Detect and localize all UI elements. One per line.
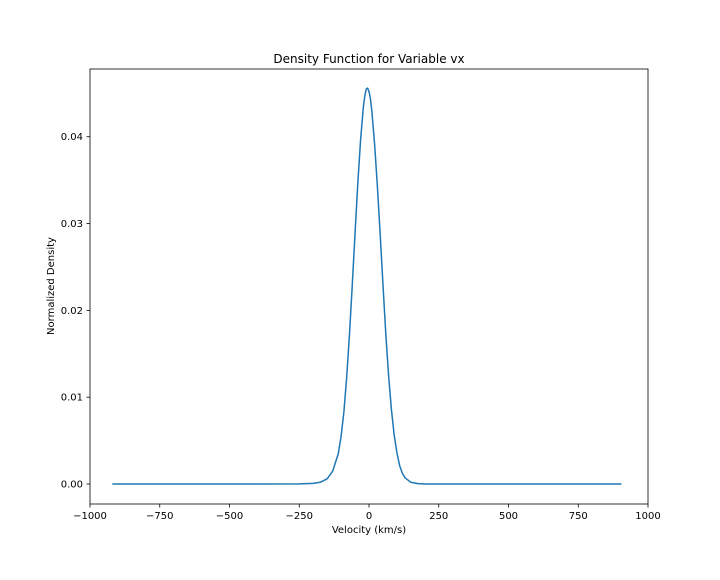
x-tick-label: 1000 — [635, 511, 660, 522]
chart-title: Density Function for Variable vx — [273, 52, 464, 66]
y-tick-label: 0.04 — [61, 132, 83, 143]
x-tick-label: −250 — [286, 511, 313, 522]
y-tick-label: 0.03 — [61, 219, 83, 230]
y-tick-label: 0.02 — [61, 306, 83, 317]
density-curve — [112, 87, 622, 485]
x-tick-label: 0 — [366, 511, 372, 522]
plot-area — [112, 87, 622, 485]
x-tick-label: −750 — [146, 511, 173, 522]
y-tick-label: 0.01 — [61, 393, 83, 404]
y-tick-label: 0.00 — [61, 480, 83, 491]
x-tick-label: −1000 — [73, 511, 107, 522]
x-axis-ticks: −1000 −750 −500 −250 0 250 500 750 1000 — [73, 504, 661, 522]
y-axis-ticks: 0.00 0.01 0.02 0.03 0.04 — [61, 132, 90, 491]
x-tick-label: 250 — [429, 511, 448, 522]
x-tick-label: −500 — [216, 511, 243, 522]
x-axis-label: Velocity (km/s) — [332, 525, 406, 536]
x-tick-label: 750 — [569, 511, 588, 522]
y-axis-label: Normalized Density — [46, 237, 57, 335]
x-tick-label: 500 — [499, 511, 518, 522]
